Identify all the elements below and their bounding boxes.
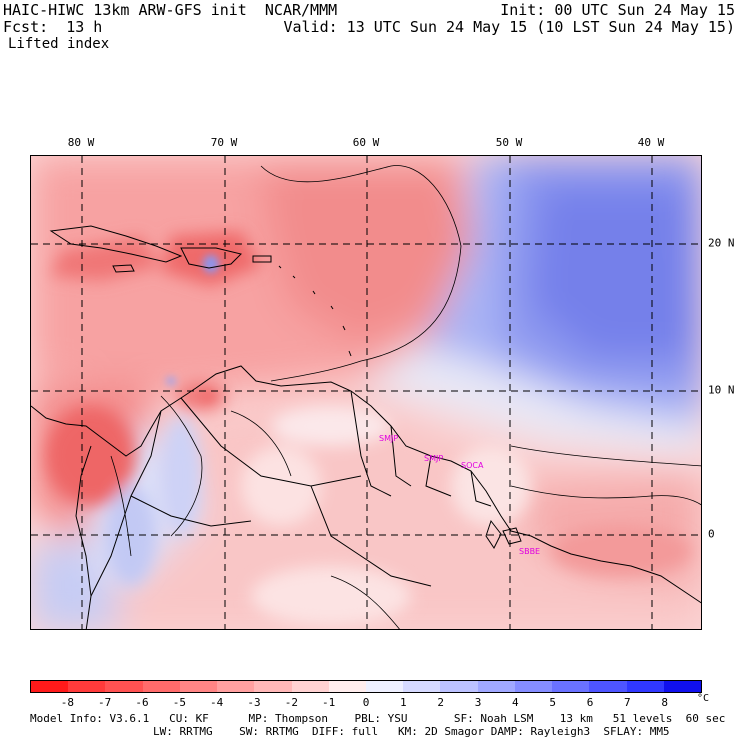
lifted-index-map: SMJP SMJP SOCA SBBE: [30, 155, 702, 630]
init-time: Init: 00 UTC Sun 24 May 15: [500, 1, 735, 19]
model-title: HAIC-HIWC 13km ARW-GFS init NCAR/MMM: [3, 1, 338, 19]
valid-time: Valid: 13 UTC Sun 24 May 15 (10 LST Sun …: [283, 18, 735, 36]
lon-label-60w: 60 W: [352, 136, 380, 149]
colorbar-tick-label: -6: [135, 696, 149, 709]
colorbar-cell: [514, 681, 553, 692]
field-local-maxima: [166, 255, 219, 402]
colorbar-cell: [589, 681, 627, 692]
colorbar-tick-label: 6: [586, 696, 594, 709]
colorbar-tick-label: -4: [210, 696, 224, 709]
colorbar-cell: [552, 681, 590, 692]
colorbar-cell: [403, 681, 441, 692]
colorbar-cell: [254, 681, 292, 692]
colorbar-tick-label: 1: [400, 696, 407, 709]
colorbar-tick-label: -8: [60, 696, 74, 709]
lat-label-10n: 10 N: [708, 383, 735, 397]
station-label: SBBE: [519, 547, 540, 556]
colorbar-cell: [68, 681, 106, 692]
colorbar-cell: [365, 681, 404, 692]
zero-contour: [110, 165, 701, 629]
colorbar-tick-label: -5: [172, 696, 186, 709]
colorbar-tick-label: 5: [549, 696, 556, 709]
model-info-line1: Model Info: V3.6.1 CU: KF MP: Thompson P…: [30, 712, 726, 725]
station-label: SMJP: [424, 454, 443, 463]
colorbar-tick-label: -2: [284, 696, 298, 709]
forecast-hour: Fcst: 13 h: [3, 18, 103, 36]
model-info-line2: LW: RRTMG SW: RRTMG DIFF: full KM: 2D Sm…: [153, 725, 670, 738]
colorbar-tick-label: 7: [624, 696, 631, 709]
colorbar-cell: [477, 681, 515, 692]
colorbar-cell: [291, 681, 329, 692]
lat-lon-grid: [31, 156, 701, 629]
colorbar-cell: [626, 681, 664, 692]
colorbar-tick-label: 8: [661, 696, 668, 709]
colorbar-cell: [31, 681, 69, 692]
lon-label-40w: 40 W: [637, 136, 665, 149]
colorbar-tick-label: 2: [437, 696, 444, 709]
colorbar-tick-label: -1: [322, 696, 336, 709]
colorbar-tick-label: -7: [98, 696, 112, 709]
colorbar-tick-label: 0: [362, 696, 370, 709]
coastlines: [31, 225, 701, 629]
lon-label-50w: 50 W: [495, 136, 523, 149]
field-name: Lifted index: [8, 36, 110, 52]
colorbar-cell: [179, 681, 218, 692]
colorbar: [30, 680, 702, 693]
colorbar-unit: °C: [697, 693, 710, 704]
colorbar-cell: [663, 681, 701, 692]
colorbar-cell: [328, 681, 366, 692]
colorbar-cell: [217, 681, 255, 692]
lat-label-0: 0: [708, 527, 715, 541]
colorbar-cell: [105, 681, 143, 692]
station-label: SMJP: [379, 434, 398, 443]
station-label: SOCA: [461, 461, 484, 470]
colorbar-tick-label: 4: [512, 696, 519, 709]
lon-label-80w: 80 W: [67, 136, 95, 149]
lon-label-70w: 70 W: [210, 136, 238, 149]
colorbar-tick-label: -3: [247, 696, 261, 709]
colorbar-cell: [440, 681, 478, 692]
colorbar-cell: [142, 681, 180, 692]
lat-label-20n: 20 N: [708, 236, 735, 250]
colorbar-tick-label: 3: [474, 696, 482, 709]
